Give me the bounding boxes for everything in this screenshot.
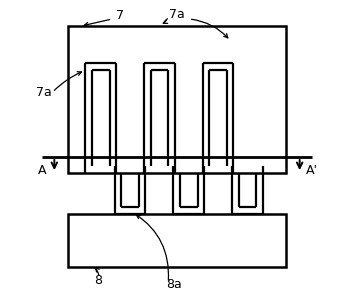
Bar [68, 26, 286, 173]
Text: 8: 8 [94, 274, 102, 286]
Text: 7: 7 [116, 10, 124, 22]
Bar [68, 214, 286, 267]
Text: 8a: 8a [166, 278, 182, 291]
Text: 7a: 7a [169, 8, 185, 21]
Text: 7a: 7a [36, 86, 52, 99]
Text: A: A [38, 164, 46, 176]
Text: A': A' [306, 164, 318, 176]
